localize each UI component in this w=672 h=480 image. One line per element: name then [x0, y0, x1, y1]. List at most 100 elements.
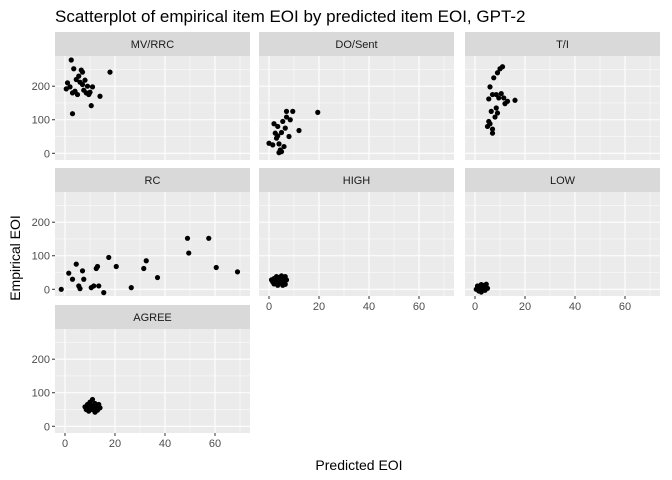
- facet-panel: T/I: [465, 32, 660, 160]
- data-point: [89, 396, 96, 403]
- facet-strip: [55, 168, 250, 192]
- facet-strip: [259, 32, 454, 56]
- panel-background: [55, 329, 250, 433]
- data-point: [128, 285, 134, 291]
- data-point: [489, 130, 496, 136]
- facet-label: HIGH: [343, 175, 371, 187]
- data-point: [84, 83, 91, 89]
- data-point: [184, 235, 191, 241]
- data-point: [69, 276, 76, 282]
- data-point: [282, 281, 288, 287]
- facet-label: AGREE: [133, 312, 172, 324]
- y-axis-title: Empirical EOI: [7, 215, 23, 301]
- data-point: [89, 84, 96, 90]
- data-point: [489, 126, 496, 132]
- data-point: [278, 129, 285, 136]
- panel-background: [259, 56, 454, 160]
- facet-panel: MV/RRC 0 100 200: [32, 32, 250, 160]
- facet-strip: [259, 168, 454, 192]
- data-point: [79, 69, 86, 75]
- data-point: [280, 118, 286, 125]
- data-point: [79, 268, 86, 274]
- data-point: [282, 125, 288, 131]
- facet-panel: LOW 0 20 40 60: [465, 168, 660, 313]
- data-point: [143, 258, 149, 264]
- facet-strip: [465, 168, 660, 192]
- data-point: [91, 283, 97, 289]
- data-point: [213, 264, 219, 271]
- data-point: [482, 287, 488, 293]
- data-point: [76, 73, 82, 79]
- panel-background: [259, 192, 454, 296]
- data-point: [113, 263, 119, 270]
- data-point: [275, 123, 281, 130]
- data-point: [94, 263, 101, 270]
- x-tick-label: 40: [569, 301, 581, 313]
- data-point: [283, 114, 290, 120]
- data-point: [496, 95, 502, 101]
- data-point: [82, 77, 88, 83]
- facet-label: LOW: [550, 175, 576, 187]
- data-point: [74, 91, 81, 98]
- data-point: [492, 114, 498, 120]
- x-tick-label: 0: [472, 301, 478, 313]
- data-point: [234, 269, 241, 275]
- data-point: [106, 254, 112, 261]
- x-tick-label: 0: [266, 301, 272, 313]
- data-point: [486, 96, 492, 102]
- data-point: [278, 149, 285, 155]
- x-tick-label: 20: [109, 438, 121, 450]
- panel-background: [55, 192, 250, 296]
- facet-panel: HIGH 0 20 40 60: [259, 168, 454, 313]
- data-point: [271, 281, 277, 287]
- data-point: [71, 66, 77, 72]
- data-point: [69, 111, 76, 117]
- data-point: [283, 108, 290, 114]
- x-tick-label: 40: [159, 438, 171, 450]
- data-point: [66, 270, 72, 276]
- x-tick-label: 60: [619, 301, 631, 313]
- y-tick-label: 100: [32, 251, 50, 263]
- data-point: [487, 121, 493, 127]
- data-point: [504, 98, 511, 104]
- data-point: [93, 403, 99, 409]
- data-point: [84, 405, 91, 411]
- data-point: [73, 261, 79, 267]
- data-point: [88, 103, 94, 109]
- data-point: [296, 127, 302, 134]
- data-point: [494, 110, 501, 116]
- data-point: [290, 108, 296, 114]
- data-point: [493, 105, 499, 111]
- y-tick-label: 0: [44, 284, 50, 296]
- data-point: [79, 81, 86, 88]
- facet-label: DO/Sent: [335, 39, 377, 51]
- facet-panel: DO/Sent: [259, 32, 454, 160]
- data-point: [270, 142, 276, 148]
- x-tick-label: 20: [519, 301, 531, 313]
- data-point: [315, 109, 321, 115]
- facet-label: RC: [145, 175, 161, 187]
- data-point: [286, 133, 292, 140]
- data-point: [494, 70, 501, 76]
- facet-label: MV/RRC: [131, 39, 174, 51]
- data-point: [77, 286, 83, 292]
- data-point: [58, 286, 64, 292]
- panel-background: [465, 192, 660, 296]
- data-point: [512, 97, 518, 103]
- data-point: [483, 281, 489, 287]
- facet-panel: RC 0 100 200: [32, 168, 250, 296]
- data-point: [97, 93, 103, 99]
- y-tick-label: 0: [44, 148, 50, 160]
- data-point: [489, 91, 496, 98]
- x-axis-title: Predicted EOI: [315, 457, 402, 473]
- chart-title: Scatterplot of empirical item EOI by pre…: [55, 7, 526, 26]
- facet-panel: AGREE 0 100 200 0 20 40 60: [32, 305, 250, 450]
- y-tick-label: 200: [32, 354, 50, 366]
- data-point: [287, 117, 293, 123]
- x-tick-label: 0: [62, 438, 68, 450]
- data-point: [64, 80, 71, 86]
- data-point: [276, 141, 282, 147]
- data-point: [68, 57, 74, 63]
